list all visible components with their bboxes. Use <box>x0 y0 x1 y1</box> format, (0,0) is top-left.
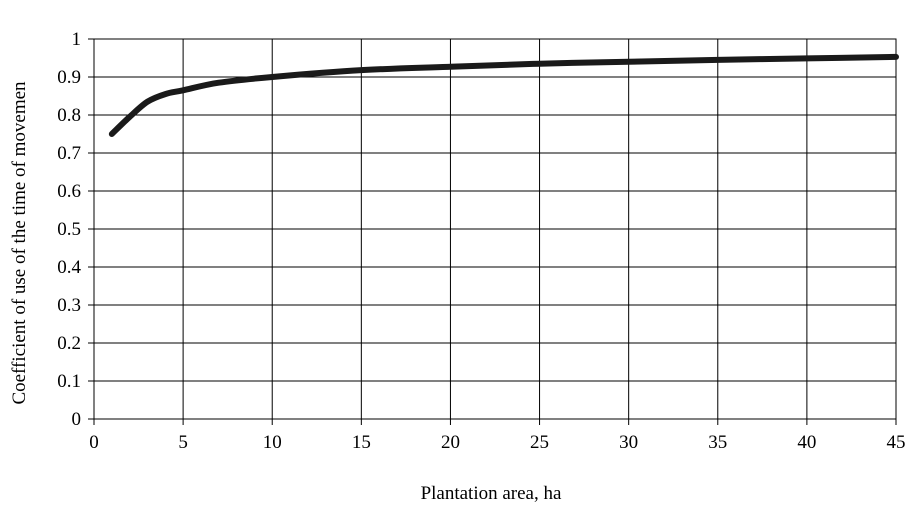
x-tick-label: 20 <box>441 432 460 453</box>
y-axis-ticks: 0 0.1 0.2 0.3 0.4 0.5 0.6 0.7 0.8 0.9 1 <box>57 29 94 430</box>
x-axis-ticks: 0 5 10 15 20 25 30 35 40 45 <box>89 419 906 453</box>
x-tick-label: 30 <box>619 432 638 453</box>
y-tick-label: 0.2 <box>57 333 81 354</box>
y-tick-label: 0.7 <box>57 143 81 164</box>
series-line <box>108 53 899 137</box>
x-tick-label: 15 <box>352 432 371 453</box>
x-tick-label: 40 <box>797 432 816 453</box>
y-axis-title: Coefficient of use of the time of moveme… <box>9 81 30 405</box>
y-tick-label: 0.4 <box>57 257 81 278</box>
x-tick-label: 25 <box>530 432 549 453</box>
y-tick-label: 1 <box>72 29 82 50</box>
x-tick-label: 0 <box>89 432 99 453</box>
y-tick-label: 0.3 <box>57 295 81 316</box>
x-tick-label: 45 <box>887 432 906 453</box>
grid-lines <box>93 38 897 420</box>
y-tick-label: 0.1 <box>57 371 81 392</box>
y-tick-label: 0.8 <box>57 105 81 126</box>
x-axis-title: Plantation area, ha <box>421 483 562 504</box>
series-group <box>108 53 899 137</box>
y-tick-label: 0 <box>72 409 82 430</box>
y-tick-label: 0.6 <box>57 181 81 202</box>
x-tick-label: 10 <box>263 432 282 453</box>
x-tick-label: 35 <box>708 432 727 453</box>
y-tick-label: 0.9 <box>57 67 81 88</box>
y-tick-label: 0.5 <box>57 219 81 240</box>
x-tick-label: 5 <box>178 432 188 453</box>
